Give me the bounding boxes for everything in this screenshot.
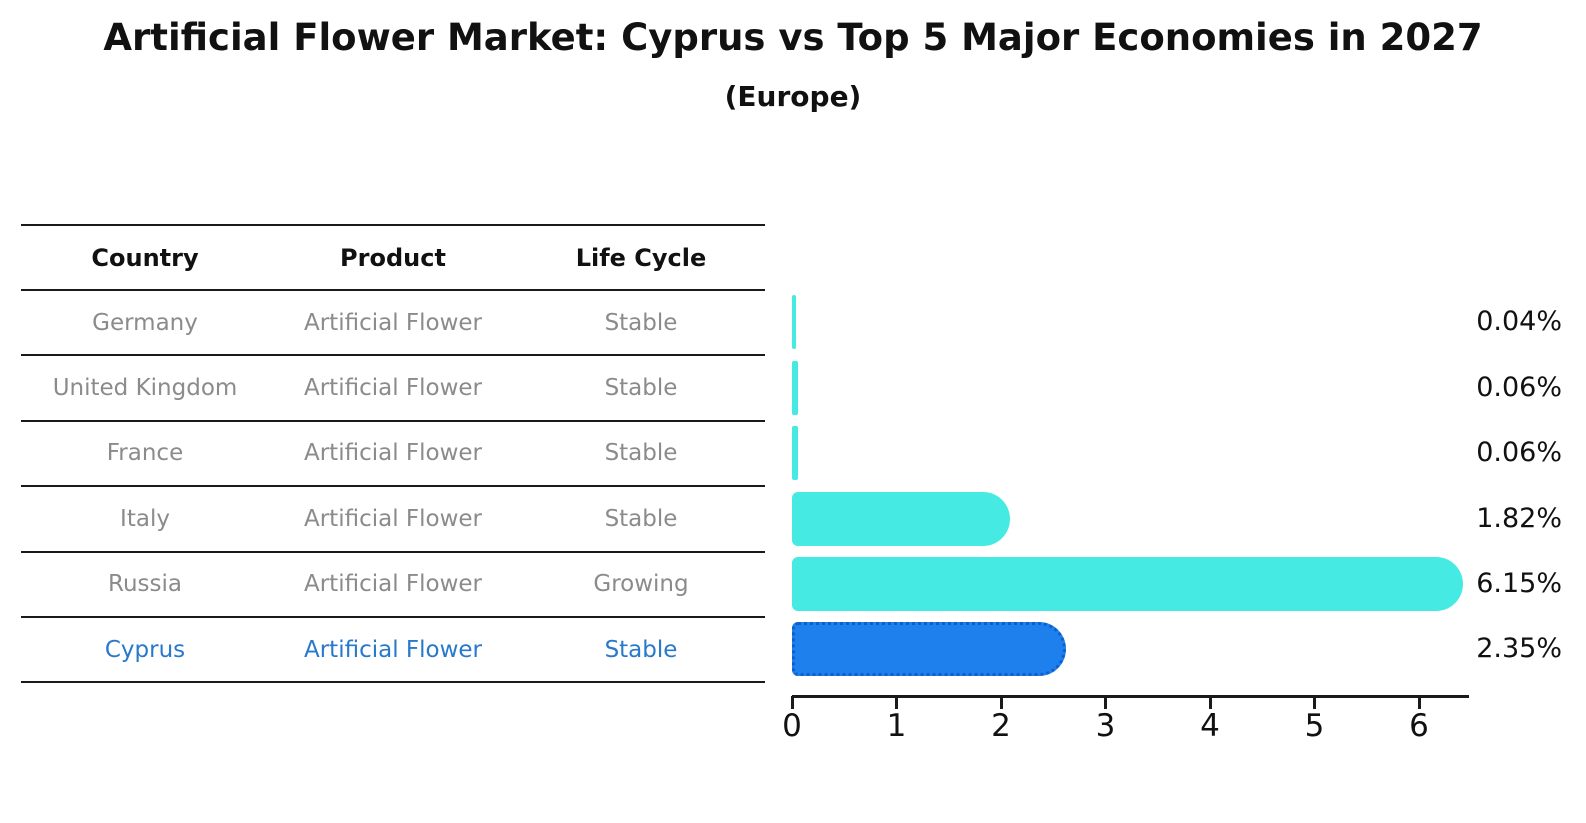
value-label: 0.06%: [1476, 371, 1562, 403]
cell-life-cycle: Stable: [604, 636, 678, 663]
x-axis-tick-label: 1: [886, 708, 907, 744]
cell-country: United Kingdom: [52, 375, 238, 402]
column-header-country: Country: [91, 243, 199, 272]
x-axis-tick: [999, 696, 1003, 709]
cell-product: Artificial Flower: [303, 636, 483, 663]
cell-country: Cyprus: [104, 636, 186, 663]
value-label: 1.82%: [1476, 502, 1562, 534]
cell-product: Artificial Flower: [303, 375, 483, 402]
x-axis-tick-label: 0: [782, 708, 802, 744]
table-header-row: Country Product Life Cycle: [21, 226, 765, 291]
cell-product: Artificial Flower: [303, 571, 483, 598]
cell-life-cycle: Stable: [604, 440, 678, 467]
comparison-table: Country Product Life Cycle Germany Artif…: [21, 224, 765, 684]
x-axis-tick-label: 4: [1200, 708, 1220, 744]
x-axis-line: [792, 695, 1469, 698]
value-label: 0.06%: [1476, 437, 1562, 469]
column-header-product: Product: [340, 243, 446, 272]
bar-russia: [792, 556, 1463, 611]
table-row: Germany Artificial Flower Stable: [21, 291, 765, 357]
x-axis-tick: [1313, 696, 1316, 709]
table-row: United Kingdom Artificial Flower Stable: [21, 356, 765, 422]
cell-life-cycle: Stable: [604, 505, 678, 532]
x-axis-tick-label: 5: [1304, 708, 1325, 744]
cell-life-cycle: Stable: [604, 375, 678, 402]
table-row: Russia Artificial Flower Growing: [21, 553, 765, 618]
cell-product: Artificial Flower: [303, 309, 483, 336]
chart-subtitle: (Europe): [724, 80, 862, 113]
x-axis-tick-label: 2: [991, 708, 1011, 744]
table-row: France Artificial Flower Stable: [21, 422, 765, 488]
x-axis-tick: [1417, 696, 1421, 709]
x-axis-tick: [1104, 696, 1107, 709]
cell-product: Artificial Flower: [303, 440, 483, 467]
cell-country: France: [106, 440, 184, 467]
cell-life-cycle: Growing: [593, 571, 689, 598]
bar-cyprus: [792, 622, 1066, 677]
x-axis-tick: [790, 696, 794, 709]
cell-country: Germany: [92, 309, 198, 336]
cell-life-cycle: Stable: [604, 309, 678, 336]
bar-italy: [792, 491, 1011, 546]
x-axis-tick: [1208, 696, 1212, 709]
cell-country: Russia: [108, 571, 182, 598]
value-label: 2.35%: [1476, 633, 1562, 665]
x-axis-tick: [895, 696, 898, 709]
cell-country: Italy: [120, 505, 170, 532]
x-axis-tick-label: 3: [1095, 708, 1116, 744]
value-label: 6.15%: [1476, 567, 1562, 599]
table-row: Italy Artificial Flower Stable: [21, 487, 765, 553]
cell-product: Artificial Flower: [303, 505, 483, 532]
bar-germany: [792, 295, 797, 350]
x-axis-tick-label: 6: [1409, 708, 1429, 744]
column-header-life-cycle: Life Cycle: [575, 243, 707, 272]
table-row-cyprus: Cyprus Artificial Flower Stable: [21, 618, 765, 684]
chart-title: Artificial Flower Market: Cyprus vs Top …: [103, 16, 1483, 59]
bar-france: [792, 426, 799, 481]
bar-united-kingdom: [792, 360, 799, 415]
value-label: 0.04%: [1476, 306, 1562, 338]
